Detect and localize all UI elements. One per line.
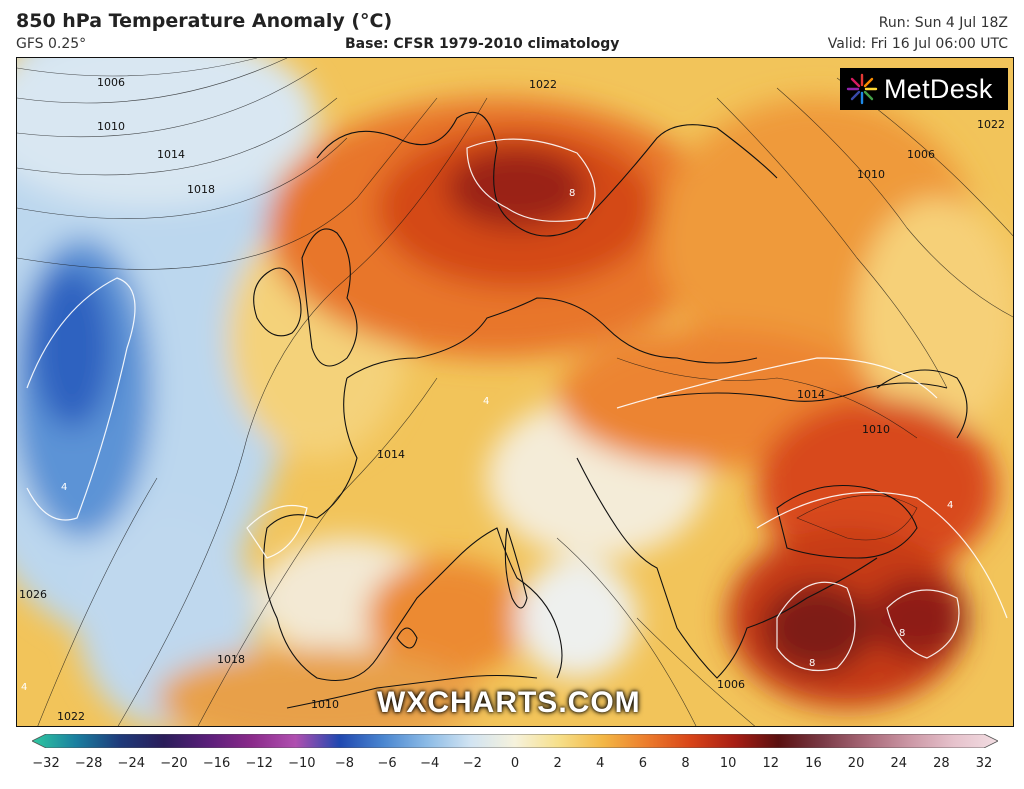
colorbar-ticks: −32 −28 −24 −20 −16 −12 −10 −8 −6 −4 −2 0 2 4 6 8 10 12 16… bbox=[0, 756, 1024, 776]
anomaly-field-shading bbox=[17, 58, 1013, 726]
model-label: GFS 0.25° bbox=[16, 36, 87, 52]
isobar-label: 1018 bbox=[217, 653, 245, 666]
anomaly-label: 8 bbox=[809, 658, 815, 669]
colorbar-tick-label: 16 bbox=[805, 756, 822, 771]
isobar-label: 1006 bbox=[907, 148, 935, 161]
isobar-label: 1026 bbox=[19, 588, 47, 601]
colorbar-tick-label: 32 bbox=[975, 756, 993, 771]
colorbar-bar bbox=[32, 734, 998, 748]
run-time-label: Run: Sun 4 Jul 18Z bbox=[878, 15, 1008, 31]
map-canvas: 1006 1010 1014 1018 1022 1026 1022 1010 … bbox=[17, 58, 1013, 726]
colorbar-tick-label: 24 bbox=[890, 756, 907, 771]
coastlines bbox=[253, 111, 968, 709]
colorbar-tick-label: 6 bbox=[638, 756, 648, 771]
isobar-label: 1010 bbox=[857, 168, 885, 181]
colorbar-tick-label: 20 bbox=[847, 756, 865, 771]
climatology-base-label: Base: CFSR 1979-2010 climatology bbox=[345, 36, 620, 52]
isobar-label: 1022 bbox=[57, 710, 85, 723]
isobar-label: 1010 bbox=[862, 423, 890, 436]
colorbar-tick-label: 8 bbox=[681, 756, 690, 771]
anomaly-contours bbox=[26, 138, 1008, 672]
valid-time-label: Valid: Fri 16 Jul 06:00 UTC bbox=[827, 36, 1008, 52]
colorbar-tick-label: −32 bbox=[32, 756, 60, 771]
starburst-icon bbox=[846, 73, 878, 105]
isobar-label: 1006 bbox=[717, 678, 745, 691]
colorbar-tick-label: 10 bbox=[719, 756, 737, 771]
isobar-label: 1010 bbox=[311, 698, 339, 711]
anomaly-map[interactable]: 1006 1010 1014 1018 1022 1026 1022 1010 … bbox=[16, 57, 1014, 727]
isobar-label: 1014 bbox=[157, 148, 185, 161]
isobar-label: 1018 bbox=[187, 183, 215, 196]
colorbar bbox=[32, 734, 998, 748]
metdesk-logo-text: MetDesk bbox=[884, 73, 993, 104]
anomaly-label: 4 bbox=[21, 682, 27, 693]
isobar-label: 1010 bbox=[97, 120, 125, 133]
colorbar-tick-label: −10 bbox=[288, 756, 316, 771]
colorbar-tick-label: 2 bbox=[553, 756, 562, 771]
metdesk-logo: MetDesk bbox=[840, 68, 1008, 110]
colorbar-tick-label: −2 bbox=[462, 756, 482, 771]
isobar-labels: 1006 1010 1014 1018 1022 1026 1022 1010 … bbox=[19, 76, 1005, 723]
colorbar-tick-label: −4 bbox=[420, 756, 440, 771]
colorbar-tick-label: 4 bbox=[596, 756, 605, 771]
anomaly-label: 4 bbox=[483, 396, 489, 407]
anomaly-labels: 8 8 8 4 4 4 4 bbox=[21, 188, 953, 693]
anomaly-label: 8 bbox=[899, 628, 905, 639]
chart-title: 850 hPa Temperature Anomaly (°C) bbox=[16, 10, 393, 32]
colorbar-tick-label: −20 bbox=[160, 756, 188, 771]
colorbar-tick-label: 12 bbox=[762, 756, 780, 771]
anomaly-label: 4 bbox=[61, 482, 67, 493]
colorbar-tick-label: −8 bbox=[334, 756, 355, 771]
isobar-label: 1022 bbox=[977, 118, 1005, 131]
anomaly-label: 4 bbox=[947, 500, 953, 511]
wxcharts-watermark: WXCHARTS.COM bbox=[377, 686, 641, 719]
colorbar-tick-label: 28 bbox=[933, 756, 950, 771]
isobar-label: 1014 bbox=[377, 448, 405, 461]
colorbar-tick-label: −16 bbox=[202, 756, 231, 771]
isobar-label: 1014 bbox=[797, 388, 825, 401]
colorbar-tick-label: −6 bbox=[377, 756, 397, 771]
anomaly-label: 8 bbox=[569, 188, 575, 199]
colorbar-tick-label: −24 bbox=[117, 756, 145, 771]
colorbar-tick-label: −12 bbox=[245, 756, 273, 771]
colorbar-tick-label: −28 bbox=[74, 756, 103, 771]
colorbar-tick-label: 0 bbox=[510, 756, 520, 771]
isobar-label: 1022 bbox=[529, 78, 557, 91]
isobar-label: 1006 bbox=[97, 76, 125, 89]
